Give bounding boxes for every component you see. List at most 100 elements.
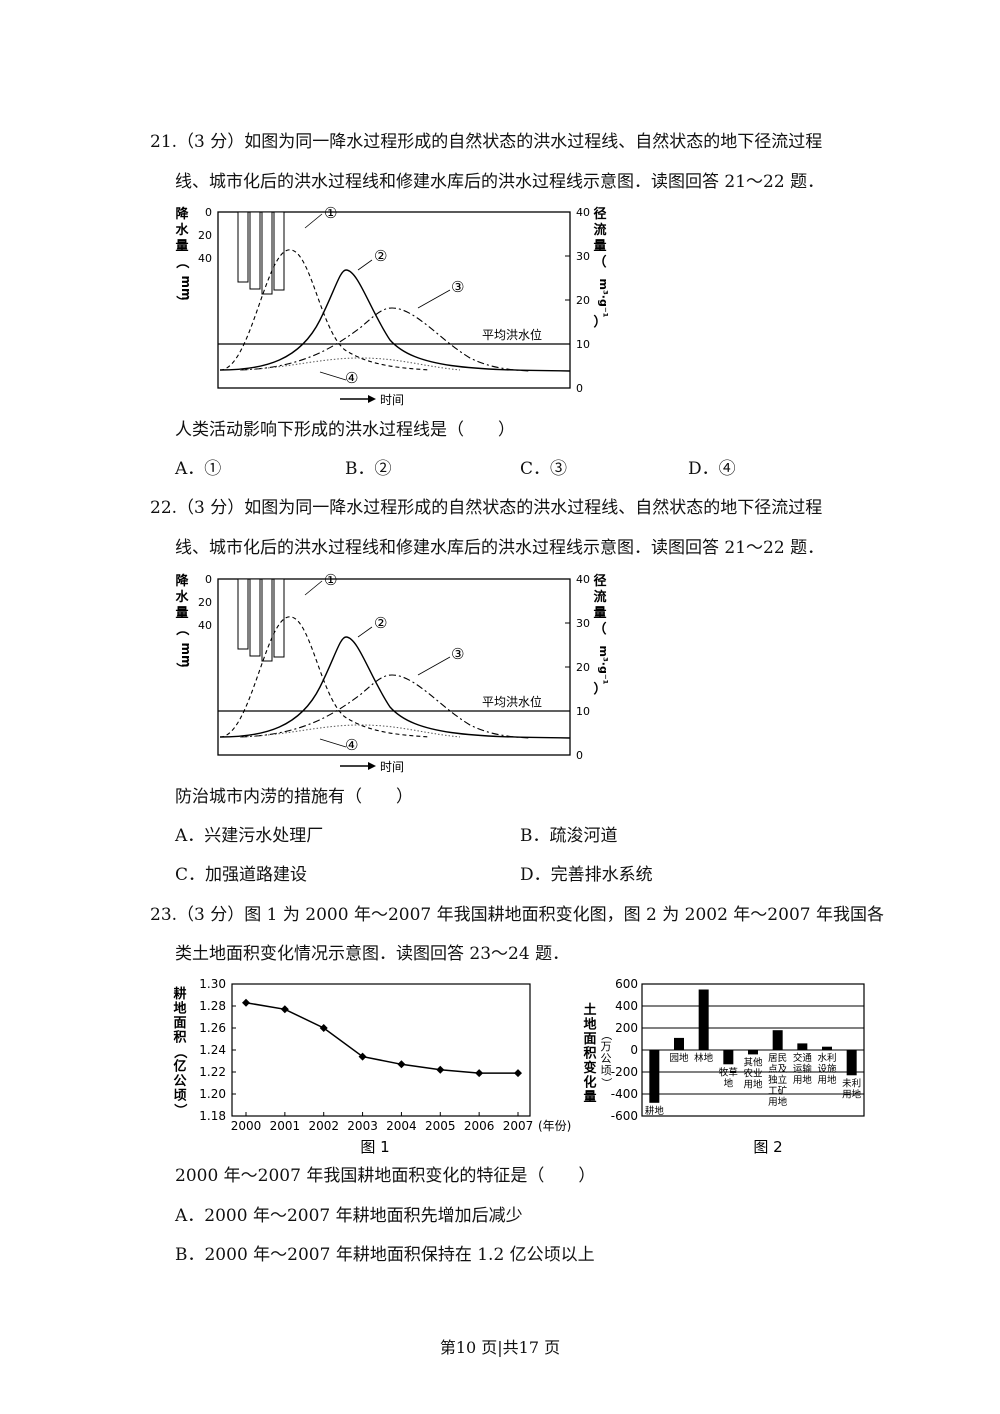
right-tick-label: 0 xyxy=(576,749,583,762)
y-axis-unit-char: ） xyxy=(600,1078,613,1089)
series-line xyxy=(245,1001,518,1074)
rainfall-bar xyxy=(249,578,261,657)
right-tick-label: 10 xyxy=(576,705,590,718)
left-axis-label-char: （ xyxy=(174,622,190,635)
y-axis-label-char: 面 xyxy=(583,1032,596,1047)
left-axis-label-char: 水 xyxy=(175,222,189,238)
category-label: 交通 xyxy=(793,1052,813,1064)
q21-option-c[interactable]: C．③ xyxy=(520,459,568,479)
category-label: 耕地 xyxy=(645,1105,665,1117)
right-tick-label: 0 xyxy=(576,382,583,395)
q21-line2: 线、城市化后的洪水过程线和修建水库后的洪水过程线示意图．读图回答 21～22 题… xyxy=(175,172,825,192)
curve-label-leader xyxy=(357,259,373,271)
y-tick-label: 1.30 xyxy=(199,977,226,991)
q22-option-b[interactable]: B．疏浚河道 xyxy=(520,826,618,846)
y-tick-label: -400 xyxy=(611,1087,638,1101)
right-axis-label-char: 径 xyxy=(593,573,606,589)
rainfall-bar xyxy=(237,211,249,283)
curve-label-leader xyxy=(319,738,347,748)
category-label: 其他 xyxy=(743,1056,763,1068)
bar-水利设施用地 xyxy=(822,1046,832,1050)
category-label: 居民 xyxy=(768,1053,787,1064)
curve-4-dotted xyxy=(239,357,461,371)
figure-caption: 图 1 xyxy=(360,1138,389,1156)
curve-1-dashed xyxy=(219,616,431,738)
q21-option-b[interactable]: B．② xyxy=(345,459,392,479)
y-axis-label-char: 地 xyxy=(173,1001,186,1017)
bar-居民点及独立工矿用地 xyxy=(772,1030,783,1050)
q22-line2: 线、城市化后的洪水过程线和修建水库后的洪水过程线示意图．读图回答 21～22 题… xyxy=(175,538,825,558)
x-tick-label: 2001 xyxy=(270,1119,301,1133)
category-label: 独立 xyxy=(768,1074,787,1086)
plot-frame xyxy=(231,983,531,1117)
data-point xyxy=(242,998,250,1007)
left-axis-label-char: ） xyxy=(174,662,190,675)
right-axis-label-char: 量 xyxy=(593,606,606,621)
x-tick-label: 2003 xyxy=(347,1119,378,1133)
q21-option-d[interactable]: D．④ xyxy=(688,459,736,479)
q23-option-a[interactable]: A．2000 年～2007 年耕地面积先增加后减少 xyxy=(175,1206,523,1226)
left-tick-label: 0 xyxy=(205,573,212,586)
q22-option-d[interactable]: D．完善排水系统 xyxy=(520,865,653,885)
q21-stem: 人类活动影响下形成的洪水过程线是（ ） xyxy=(175,420,515,440)
y-axis-label-char: （ xyxy=(172,1045,188,1058)
left-axis-label-unit: mm xyxy=(179,642,193,667)
data-point xyxy=(436,1065,445,1074)
category-label: 林地 xyxy=(694,1052,714,1064)
category-label: 园地 xyxy=(669,1052,689,1064)
y-axis-label-char: ） xyxy=(172,1103,188,1116)
x-tick-label: 2006 xyxy=(464,1119,495,1133)
y-tick-label: 1.22 xyxy=(199,1065,226,1079)
q23-option-b[interactable]: B．2000 年～2007 年耕地面积保持在 1.2 亿公顷以上 xyxy=(175,1245,595,1265)
rainfall-bar xyxy=(273,578,285,658)
category-label: 用地 xyxy=(842,1088,862,1100)
right-tick-label: 40 xyxy=(576,573,590,586)
y-axis-label-char: 公 xyxy=(173,1074,186,1089)
q22-option-a[interactable]: A．兴建污水处理厂 xyxy=(175,826,324,846)
right-axis-label-char: 径 xyxy=(593,206,606,222)
curve-label: ③ xyxy=(451,278,464,296)
y-axis-unit-char: 公 xyxy=(601,1052,612,1065)
left-axis-label-char: 降 xyxy=(175,206,189,222)
curve-4-dotted xyxy=(239,724,461,738)
curve-1-dashed xyxy=(219,249,431,371)
flood-figure-1: 降水量（mm）02040403020100径流量（m³·g⁻¹）平均洪水位①②③… xyxy=(174,204,610,407)
category-label: 牧草 xyxy=(719,1066,738,1078)
curve-2-solid xyxy=(219,636,571,739)
y-axis-label-char: 顷 xyxy=(173,1089,186,1104)
category-label: 运输 xyxy=(793,1063,813,1075)
q22-line1: 22.（3 分）如图为同一降水过程形成的自然状态的洪水过程线、自然状态的地下径流… xyxy=(150,498,823,518)
right-tick-label: 10 xyxy=(576,338,590,351)
category-label: 点及 xyxy=(768,1064,788,1075)
right-tick-label: 30 xyxy=(576,617,590,630)
right-axis-label-char: ） xyxy=(593,314,606,330)
q22-option-c[interactable]: C．加强道路建设 xyxy=(175,865,308,885)
bar-林地 xyxy=(698,989,709,1050)
q21-option-a[interactable]: A．① xyxy=(175,459,222,479)
y-tick-label: 1.26 xyxy=(199,1021,226,1035)
curve-3-dashdot xyxy=(239,674,531,739)
y-axis-label-char: 量 xyxy=(583,1090,596,1105)
category-label: 农业 xyxy=(743,1067,762,1079)
right-axis-label-char: （ xyxy=(593,621,606,637)
rainfall-bar xyxy=(273,211,285,291)
data-point xyxy=(397,1060,406,1069)
right-tick-label: 30 xyxy=(576,250,590,263)
y-axis-label-char: 积 xyxy=(583,1046,596,1062)
rainfall-bar xyxy=(261,211,273,295)
category-label: 未利 xyxy=(842,1077,861,1089)
y-tick-label: 400 xyxy=(615,999,638,1013)
flood-figure-2: 降水量（mm）02040403020100径流量（m³·g⁻¹）平均洪水位①②③… xyxy=(174,571,610,774)
bar-交通运输用地 xyxy=(797,1043,808,1050)
curve-label: ② xyxy=(374,247,387,265)
rainfall-bar xyxy=(249,211,261,290)
left-tick-label: 40 xyxy=(198,252,212,265)
category-label: 用地 xyxy=(743,1078,763,1090)
right-axis-label-char: 流 xyxy=(593,589,606,605)
page-footer: 第10 页|共17 页 xyxy=(439,1338,561,1357)
curve-label: ① xyxy=(324,204,337,222)
left-axis-label-char: （ xyxy=(174,255,190,268)
cultivated-land-line-chart: 1.30 1.28 1.26 1.24 1.22 1.20 1.18 耕地面积（亿公顷） 200… xyxy=(172,977,571,1156)
right-axis-label-char: （ xyxy=(593,254,606,270)
y-tick-label: 600 xyxy=(615,977,638,991)
